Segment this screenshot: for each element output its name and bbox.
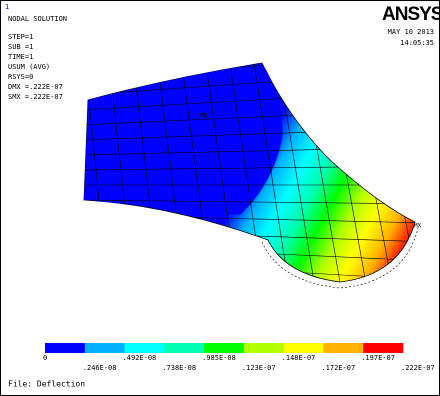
info-line: DMX =.222E-07 bbox=[8, 83, 63, 91]
legend-swatch bbox=[284, 343, 324, 353]
max-label: MX bbox=[414, 223, 422, 230]
info-line: TIME=1 bbox=[8, 53, 33, 61]
legend-swatch bbox=[85, 343, 125, 353]
ansys-window: 1 NODAL SOLUTION STEP=1 SUB =1 TIME=1 USUM … bbox=[0, 0, 440, 396]
legend-label: .148E-07 bbox=[282, 354, 316, 362]
legend-label: .123E-07 bbox=[242, 364, 276, 372]
legend-label: .492E-08 bbox=[123, 354, 157, 362]
min-label: MN bbox=[200, 113, 208, 120]
file-label: File: Deflection bbox=[8, 380, 85, 389]
info-line: SMX =.222E-07 bbox=[8, 93, 63, 101]
window-number: 1 bbox=[5, 3, 9, 11]
legend-swatch bbox=[363, 343, 403, 353]
legend-swatch bbox=[244, 343, 284, 353]
legend-label: .172E-07 bbox=[321, 364, 355, 372]
info-line: SUB =1 bbox=[8, 43, 33, 51]
info-line: STEP=1 bbox=[8, 33, 33, 41]
legend-label: .246E-08 bbox=[83, 364, 117, 372]
legend-swatch bbox=[204, 343, 244, 353]
date: MAY 10 2013 bbox=[388, 28, 434, 36]
legend-swatch bbox=[45, 343, 85, 353]
legend-swatch bbox=[164, 343, 204, 353]
legend-swatch bbox=[323, 343, 363, 353]
legend-label: 0 bbox=[43, 354, 47, 362]
info-line: USUM (AVG) bbox=[8, 63, 50, 71]
legend-label: .222E-07 bbox=[401, 364, 435, 372]
info-line: RSYS=0 bbox=[8, 73, 33, 81]
legend-label: .197E-07 bbox=[361, 354, 395, 362]
logo: ANSYS bbox=[382, 4, 440, 25]
legend-label: .985E-08 bbox=[202, 354, 236, 362]
time: 14:05:35 bbox=[400, 39, 434, 47]
plot-title: NODAL SOLUTION bbox=[8, 15, 67, 23]
legend-label: .738E-08 bbox=[162, 364, 196, 372]
legend-swatch bbox=[125, 343, 165, 353]
